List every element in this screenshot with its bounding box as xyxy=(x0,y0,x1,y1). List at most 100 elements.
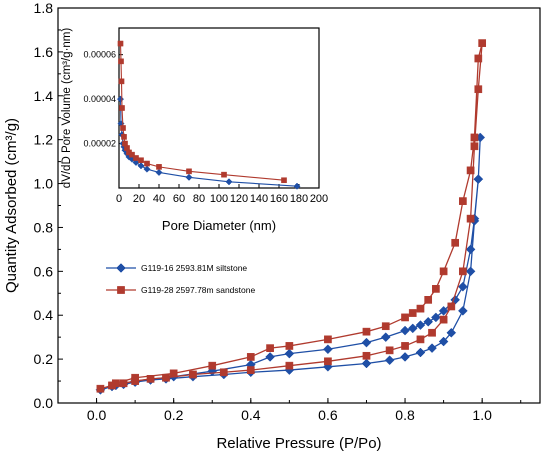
inset-data-point xyxy=(185,173,193,181)
data-point xyxy=(265,352,275,362)
inset-data-point xyxy=(155,168,163,176)
inset-chart: 0 20 40 60 80 100 120 140 160 180 200 0.00002 0.0000… xyxy=(61,27,328,233)
data-point xyxy=(361,337,372,348)
x-tick-label: 1.0 xyxy=(472,407,492,423)
data-point xyxy=(381,322,390,331)
y-tick-label: 0.8 xyxy=(34,219,54,235)
data-point xyxy=(466,166,475,175)
data-point xyxy=(473,174,484,185)
inset-data-point xyxy=(281,177,287,184)
data-point xyxy=(401,313,409,322)
series-line xyxy=(100,42,483,390)
inset-y-tick-label: 0.00004 xyxy=(83,94,116,104)
y-tick-label: 0.4 xyxy=(34,307,54,323)
data-point xyxy=(324,335,332,344)
inset-data-point xyxy=(225,178,233,186)
legend-label: G119-28 2597.78m sandstone xyxy=(141,285,255,295)
inset-x-tick-label: 20 xyxy=(133,193,145,205)
data-point xyxy=(423,316,434,327)
data-point xyxy=(431,312,441,323)
y-tick-label: 1.8 xyxy=(34,0,54,16)
data-point xyxy=(246,353,255,361)
data-point xyxy=(458,281,468,292)
data-point xyxy=(478,39,487,47)
data-point xyxy=(361,358,372,369)
data-point xyxy=(446,327,457,338)
data-point xyxy=(416,304,425,313)
data-point xyxy=(189,370,197,379)
inset-data-point xyxy=(118,58,124,65)
data-point xyxy=(438,305,449,316)
inset-x-tick-label: 100 xyxy=(210,193,228,205)
x-tick-label: 0.4 xyxy=(241,407,261,423)
inset-data-point xyxy=(120,125,126,131)
data-point xyxy=(400,325,410,336)
data-point xyxy=(111,379,120,388)
data-point xyxy=(384,355,395,366)
data-point xyxy=(474,85,483,94)
inset-data-point xyxy=(129,151,135,158)
legend-marker xyxy=(117,286,125,294)
data-point xyxy=(459,197,467,205)
data-point xyxy=(416,335,425,344)
inset-data-point xyxy=(119,105,125,111)
inset-x-tick-label: 80 xyxy=(193,193,205,205)
y-tick-label: 1.0 xyxy=(34,176,54,192)
inset-series-1 xyxy=(117,40,287,184)
inset-data-point xyxy=(144,160,150,167)
inset-data-point xyxy=(117,40,124,47)
inset-x-tick-label: 60 xyxy=(173,193,185,205)
data-point xyxy=(459,267,467,276)
data-point xyxy=(427,343,437,353)
data-point xyxy=(162,373,170,382)
inset-x-tick-label: 200 xyxy=(310,193,328,205)
y-tick-label: 0.2 xyxy=(34,351,54,367)
data-point xyxy=(465,266,476,277)
inset-y-tick-label: 0.00002 xyxy=(83,139,116,149)
data-point xyxy=(439,267,448,276)
data-point xyxy=(465,244,476,255)
y-tick-label: 1.2 xyxy=(34,132,54,148)
inset-data-point xyxy=(138,157,144,164)
x-tick-label: 0.6 xyxy=(318,407,338,423)
data-point xyxy=(146,375,155,383)
inset-y-axis-label: dV/dD Pore Volume (cm³/g·nm) xyxy=(61,28,73,189)
inset-data-point xyxy=(121,134,127,140)
inset-x-tick-label: 140 xyxy=(250,193,268,205)
data-point xyxy=(439,315,448,324)
data-point xyxy=(451,238,460,247)
data-point xyxy=(400,352,410,362)
data-point xyxy=(380,332,391,343)
data-point xyxy=(324,357,332,366)
data-point xyxy=(131,373,139,382)
data-point xyxy=(438,336,449,347)
data-point xyxy=(284,348,295,359)
data-point xyxy=(96,384,105,393)
inset-data-point xyxy=(132,158,140,166)
x-axis-label: Relative Pressure (P/Po) xyxy=(216,435,381,452)
data-point xyxy=(415,320,426,330)
data-point xyxy=(458,305,468,316)
inset-series-line xyxy=(119,43,285,181)
inset-data-point xyxy=(133,155,139,161)
data-point xyxy=(323,344,333,355)
data-point xyxy=(470,142,479,151)
inset-x-tick-label: 0 xyxy=(116,193,122,205)
inset-series-0 xyxy=(116,95,301,190)
data-point xyxy=(408,309,417,317)
data-point xyxy=(285,342,294,350)
data-point xyxy=(169,369,178,378)
data-point xyxy=(401,342,409,350)
data-point xyxy=(474,54,483,63)
inset-x-tick-label: 40 xyxy=(153,193,165,205)
data-point xyxy=(362,351,371,360)
data-point xyxy=(385,346,394,355)
data-point xyxy=(424,296,433,304)
data-point xyxy=(266,344,274,352)
data-point xyxy=(470,133,479,142)
x-tick-label: 0.8 xyxy=(395,407,415,423)
inset-x-tick-label: 120 xyxy=(230,193,248,205)
inset-data-point xyxy=(221,171,227,178)
